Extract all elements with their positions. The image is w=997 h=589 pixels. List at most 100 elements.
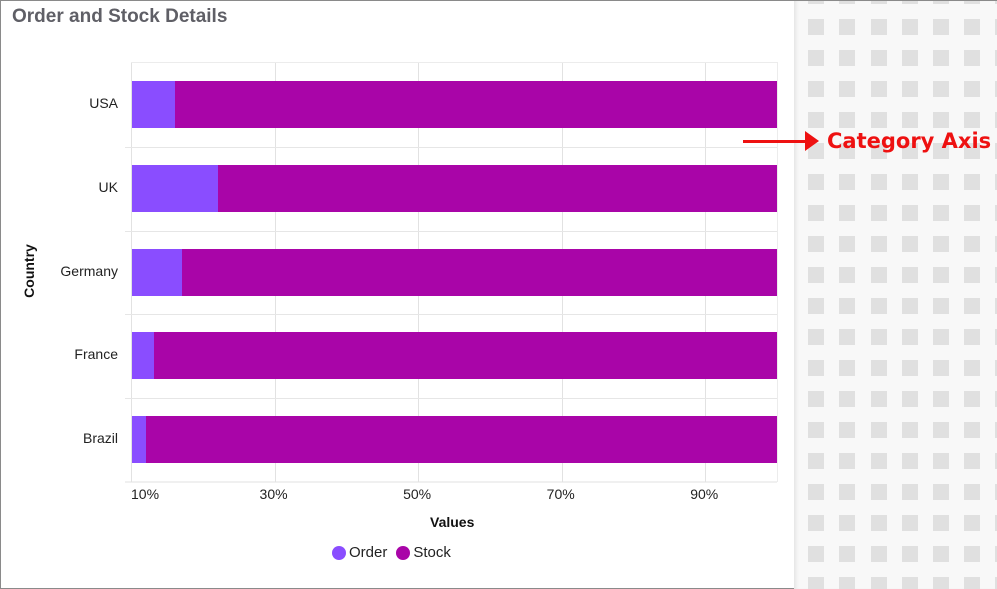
- bar-segment-order[interactable]: [132, 165, 219, 212]
- pattern-square: [964, 546, 980, 562]
- pattern-square: [964, 515, 980, 531]
- x-tick-label: 10%: [131, 486, 160, 502]
- pattern-square: [839, 205, 855, 221]
- legend-marker-order-icon: [332, 545, 346, 560]
- pattern-square: [933, 298, 949, 314]
- pattern-square: [902, 112, 918, 128]
- pattern-square: [839, 515, 855, 531]
- pattern-square: [902, 50, 918, 66]
- pattern-square: [933, 360, 949, 376]
- pattern-square: [839, 391, 855, 407]
- pattern-square: [902, 546, 918, 562]
- pattern-square: [871, 50, 887, 66]
- pattern-square: [839, 174, 855, 190]
- pattern-square: [871, 329, 887, 345]
- pattern-square: [995, 19, 997, 35]
- bar-brazil[interactable]: [132, 416, 777, 463]
- pattern-square: [808, 19, 824, 35]
- pattern-square: [995, 422, 997, 438]
- pattern-square: [995, 329, 997, 345]
- chart-title: Order and Stock Details: [12, 6, 228, 27]
- pattern-square: [964, 453, 980, 469]
- pattern-square: [871, 515, 887, 531]
- value-axis-line: [125, 481, 777, 483]
- x-axis-title: Values: [430, 514, 475, 530]
- bar-uk[interactable]: [132, 165, 777, 212]
- pattern-square: [839, 422, 855, 438]
- pattern-square: [839, 484, 855, 500]
- bar-segment-stock[interactable]: [153, 332, 777, 379]
- pattern-square: [839, 19, 855, 35]
- pattern-square: [995, 577, 997, 589]
- bar-france[interactable]: [132, 332, 777, 379]
- plot-area: [125, 62, 778, 483]
- category-gridline: [125, 147, 777, 148]
- pattern-square: [808, 1, 824, 4]
- pattern-square: [808, 50, 824, 66]
- bar-segment-order[interactable]: [132, 416, 147, 463]
- annotation-label: Category Axis: [827, 129, 992, 153]
- pattern-square: [808, 329, 824, 345]
- legend-marker-stock-icon: [396, 545, 411, 560]
- pattern-square: [808, 391, 824, 407]
- y-axis-title: Country: [21, 244, 37, 298]
- bar-segment-order[interactable]: [132, 249, 183, 296]
- pattern-square: [964, 391, 980, 407]
- pattern-square: [995, 515, 997, 531]
- pattern-square: [808, 81, 824, 97]
- bar-segment-stock[interactable]: [175, 81, 777, 128]
- pattern-square: [933, 329, 949, 345]
- pattern-square: [964, 143, 980, 159]
- pattern-square: [871, 205, 887, 221]
- bar-segment-stock[interactable]: [182, 249, 777, 296]
- pattern-square: [933, 174, 949, 190]
- pattern-square: [871, 143, 887, 159]
- pattern-square: [902, 298, 918, 314]
- category-label: Brazil: [82, 430, 118, 447]
- pattern-square: [871, 81, 887, 97]
- pattern-square: [808, 174, 824, 190]
- pattern-square: [995, 1, 997, 4]
- pattern-square: [964, 360, 980, 376]
- pattern-square: [902, 329, 918, 345]
- pattern-square: [933, 267, 949, 283]
- pattern-square: [839, 360, 855, 376]
- pattern-square: [964, 81, 980, 97]
- pattern-square: [902, 174, 918, 190]
- bar-segment-order[interactable]: [132, 81, 176, 128]
- legend-item-stock[interactable]: Stock: [396, 544, 451, 561]
- pattern-square: [839, 236, 855, 252]
- legend-item-order[interactable]: Order: [332, 544, 387, 561]
- pattern-square: [871, 484, 887, 500]
- pattern-square: [964, 112, 980, 128]
- pattern-square: [808, 484, 824, 500]
- pattern-square: [808, 267, 824, 283]
- pattern-square: [995, 484, 997, 500]
- pattern-square: [995, 360, 997, 376]
- bar-segment-order[interactable]: [132, 332, 154, 379]
- legend-label: Order: [349, 544, 388, 561]
- pattern-square: [871, 174, 887, 190]
- bar-usa[interactable]: [132, 81, 777, 128]
- pattern-square: [871, 19, 887, 35]
- pattern-square: [995, 205, 997, 221]
- pattern-square: [964, 484, 980, 500]
- bar-germany[interactable]: [132, 249, 777, 296]
- category-label: Germany: [60, 262, 118, 279]
- pattern-square: [871, 360, 887, 376]
- pattern-square: [839, 329, 855, 345]
- bar-segment-stock[interactable]: [146, 416, 777, 463]
- pattern-square: [839, 546, 855, 562]
- category-axis-annotation: Category Axis: [743, 129, 991, 153]
- pattern-square: [839, 1, 855, 4]
- pattern-square: [871, 391, 887, 407]
- pattern-square: [964, 1, 980, 4]
- pattern-square: [964, 267, 980, 283]
- pattern-square: [995, 298, 997, 314]
- x-tick-label: 50%: [403, 486, 432, 502]
- pattern-square: [995, 453, 997, 469]
- pattern-square: [933, 515, 949, 531]
- bar-segment-stock[interactable]: [218, 165, 777, 212]
- pattern-square: [902, 19, 918, 35]
- pattern-square: [808, 360, 824, 376]
